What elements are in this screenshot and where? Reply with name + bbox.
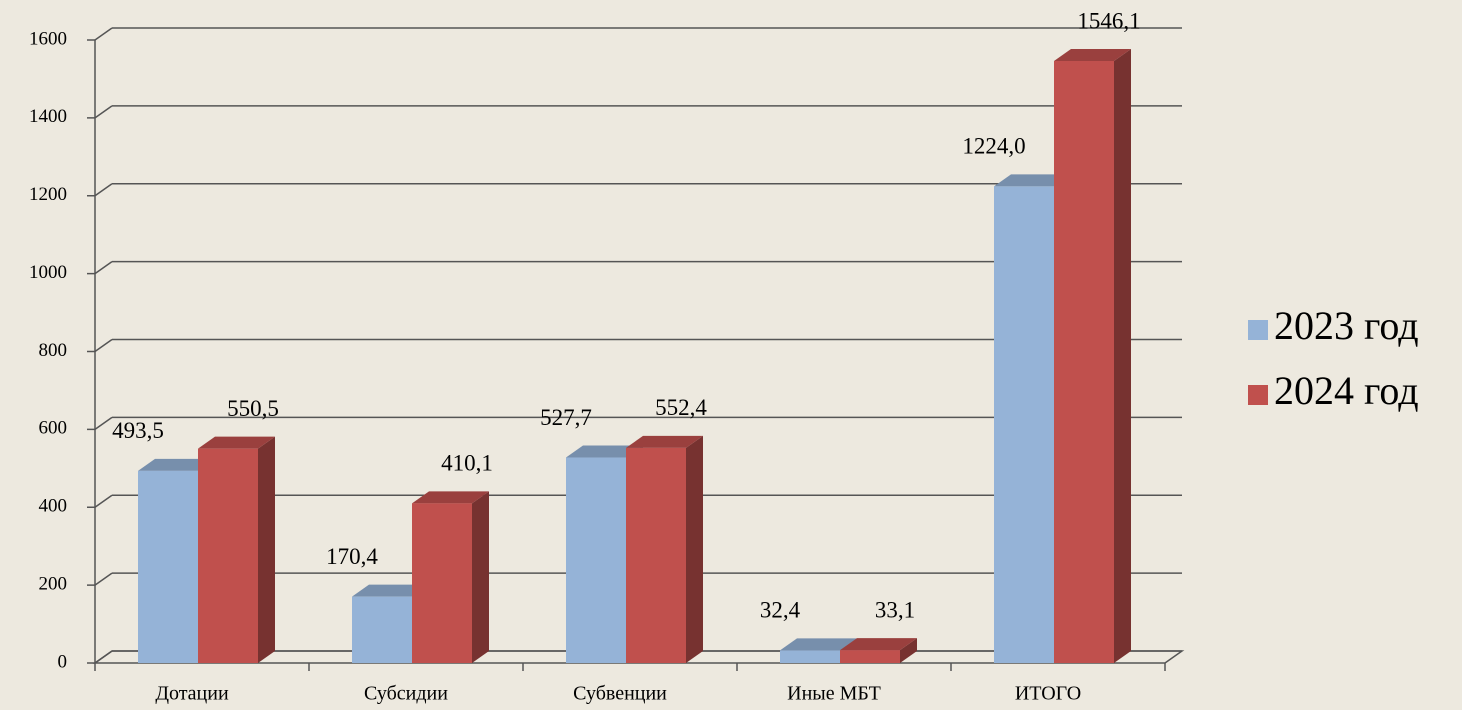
bar-side bbox=[258, 436, 275, 663]
legend-label: 2023 год bbox=[1274, 303, 1419, 348]
value-label: 550,5 bbox=[227, 396, 279, 421]
bar bbox=[1054, 48, 1131, 664]
grid-line bbox=[94, 105, 113, 119]
legend-swatch bbox=[1248, 385, 1268, 405]
bar-top bbox=[840, 638, 917, 651]
bar-front bbox=[412, 503, 472, 663]
bar-top bbox=[994, 174, 1071, 187]
grid-line bbox=[94, 572, 113, 586]
bar-front bbox=[840, 650, 900, 663]
bar bbox=[626, 435, 703, 663]
value-label: 32,4 bbox=[760, 598, 801, 623]
legend-label: 2024 год bbox=[1274, 368, 1419, 413]
grid-line bbox=[94, 261, 113, 275]
x-tick-label: ИТОГО bbox=[1015, 683, 1081, 705]
value-label: 493,5 bbox=[112, 418, 164, 443]
y-tick-label: 800 bbox=[39, 340, 68, 361]
bar-front bbox=[626, 447, 686, 663]
grid-line bbox=[94, 338, 113, 353]
grid-line bbox=[94, 183, 113, 197]
bar-top bbox=[138, 458, 215, 471]
bar-side bbox=[900, 638, 917, 663]
bar bbox=[840, 638, 917, 663]
bar-top bbox=[1054, 48, 1131, 61]
legend-swatch bbox=[1248, 320, 1268, 340]
x-tick-label: Дотации bbox=[155, 683, 229, 705]
grid-line bbox=[94, 416, 113, 430]
bar-side bbox=[472, 491, 489, 663]
y-tick-label: 1600 bbox=[29, 28, 67, 49]
x-tick-label: Субсидии bbox=[364, 683, 448, 705]
bar-top bbox=[566, 445, 643, 458]
grid-line bbox=[94, 650, 113, 664]
value-label: 552,4 bbox=[655, 395, 707, 420]
bar-side bbox=[686, 435, 703, 663]
x-tick-label: Иные МБТ bbox=[787, 683, 881, 705]
bar-front bbox=[1054, 60, 1114, 664]
y-tick-label: 1400 bbox=[29, 106, 67, 127]
value-label: 527,7 bbox=[540, 405, 592, 430]
grid-line bbox=[94, 494, 113, 508]
y-tick-label: 0 bbox=[58, 651, 68, 672]
y-tick-label: 1200 bbox=[29, 184, 67, 205]
value-label: 1224,0 bbox=[962, 134, 1025, 159]
bar bbox=[412, 491, 489, 663]
y-tick-label: 200 bbox=[39, 573, 68, 594]
value-label: 410,1 bbox=[441, 451, 493, 476]
value-label: 33,1 bbox=[875, 597, 915, 622]
value-label: 1546,1 bbox=[1077, 8, 1140, 33]
bar-top bbox=[412, 491, 489, 504]
bar-top bbox=[626, 435, 703, 448]
bar-side bbox=[1114, 48, 1131, 664]
bar-front bbox=[566, 457, 626, 663]
bar bbox=[198, 436, 275, 663]
y-tick-label: 400 bbox=[39, 496, 68, 517]
bar-top bbox=[198, 436, 275, 449]
bar-front bbox=[138, 470, 198, 663]
x-tick-label: Субвенции bbox=[573, 683, 667, 705]
y-tick-label: 600 bbox=[39, 418, 68, 439]
grid-line bbox=[94, 27, 113, 41]
bar-front bbox=[780, 650, 840, 663]
y-tick-label: 1000 bbox=[29, 262, 67, 283]
bar-front bbox=[352, 596, 412, 663]
bar-top bbox=[352, 584, 429, 597]
bar-front bbox=[994, 186, 1054, 663]
bar-top bbox=[780, 638, 857, 651]
value-label: 170,4 bbox=[326, 544, 378, 569]
bar-front bbox=[198, 448, 258, 663]
